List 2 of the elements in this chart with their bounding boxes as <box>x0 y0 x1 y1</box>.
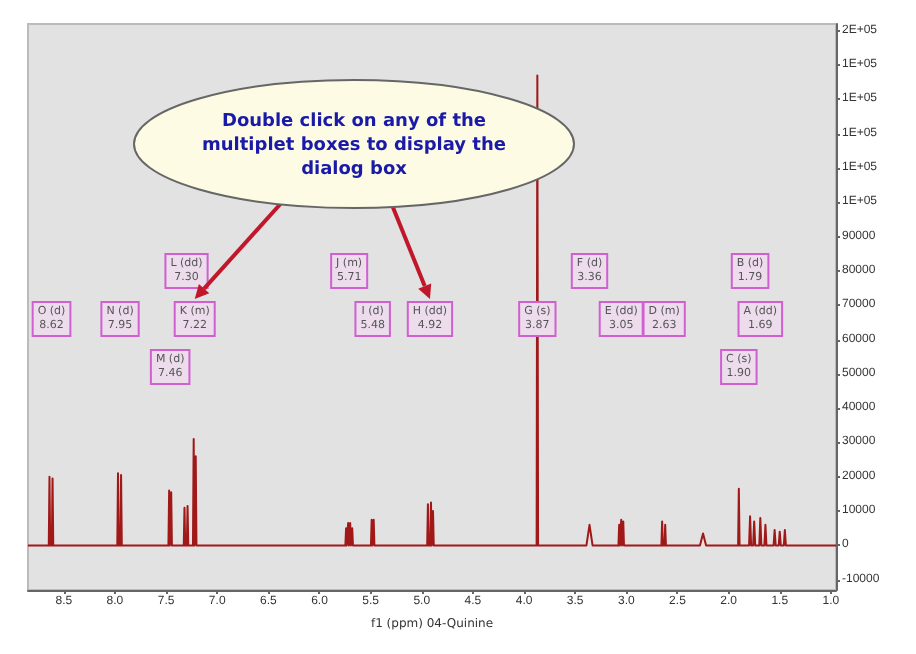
annotation: Double click on any of the multiplet boxes to display the dialog box <box>202 112 506 180</box>
callout: Double click on any of the multiplet boxes to display the dialog box <box>133 79 575 209</box>
